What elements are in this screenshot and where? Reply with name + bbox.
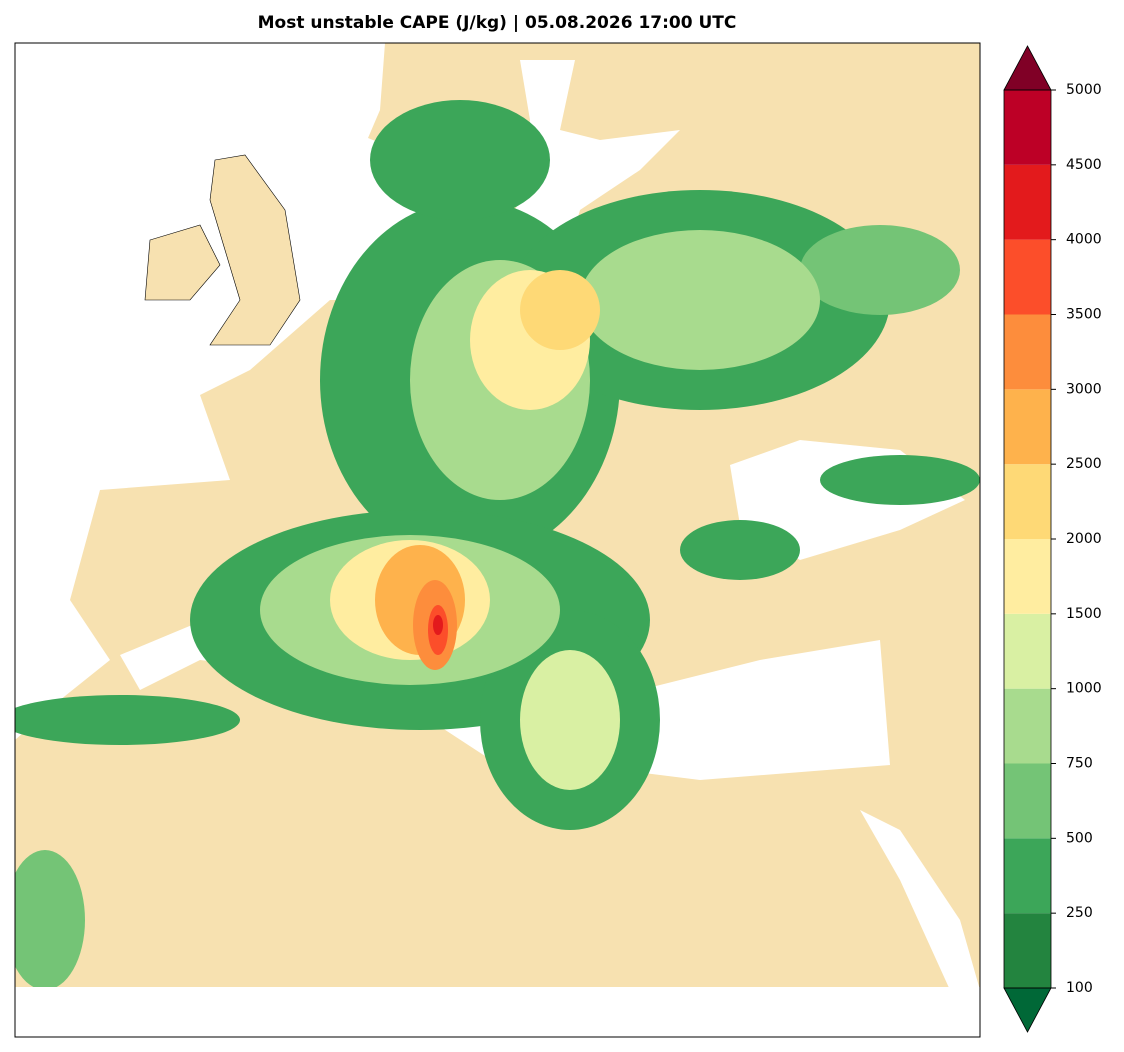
colorbar-band [1004,763,1051,839]
colorbar-tick-label: 100 [1066,980,1093,996]
colorbar-tick-label: 250 [1066,905,1093,921]
colorbar-tick-label: 500 [1066,830,1093,846]
colorbar-band [1004,838,1051,914]
colorbar-band [1004,239,1051,315]
footer-credit: FLAME – Fire Meteorology Group · NOA/MET… [223,1004,771,1020]
colorbar-band [1004,539,1051,614]
colorbar-tick-label: 5000 [1066,82,1102,98]
cape-field [15,100,980,987]
colorbar-tick-label: 1500 [1066,606,1102,622]
colorbar: 100 250 500 750 1000 1500 2000 2500 3000 3500 4000… [1003,45,1102,1033]
colorbar-tick-label: 1000 [1066,681,1102,697]
colorbar-band [1004,389,1051,465]
colorbar-band [1004,613,1051,689]
colorbar-under [1003,987,1052,1033]
colorbar-band [1004,314,1051,390]
map: FLAME – Fire Meteorology Group · NOA/MET… [15,43,980,1020]
colorbar-band [1004,464,1051,539]
colorbar-band [1004,913,1051,988]
colorbar-band [1004,164,1051,240]
colorbar-tick-label: 4000 [1066,232,1102,248]
colorbar-tick-label: 2500 [1066,456,1102,472]
map-frame [14,42,981,1038]
colorbar-tick-label: 4500 [1066,157,1102,173]
colorbar-tick-label: 3000 [1066,381,1102,397]
colorbar-tick-label: 2000 [1066,531,1102,547]
colorbar-over [1003,45,1052,91]
colorbar-band [1004,688,1051,764]
colorbar-tick-label: 750 [1066,756,1093,772]
colorbar-band [1004,90,1051,165]
map-title: Most unstable CAPE (J/kg) | 05.08.2026 1… [258,13,737,33]
colorbar-tick-label: 3500 [1066,307,1102,323]
